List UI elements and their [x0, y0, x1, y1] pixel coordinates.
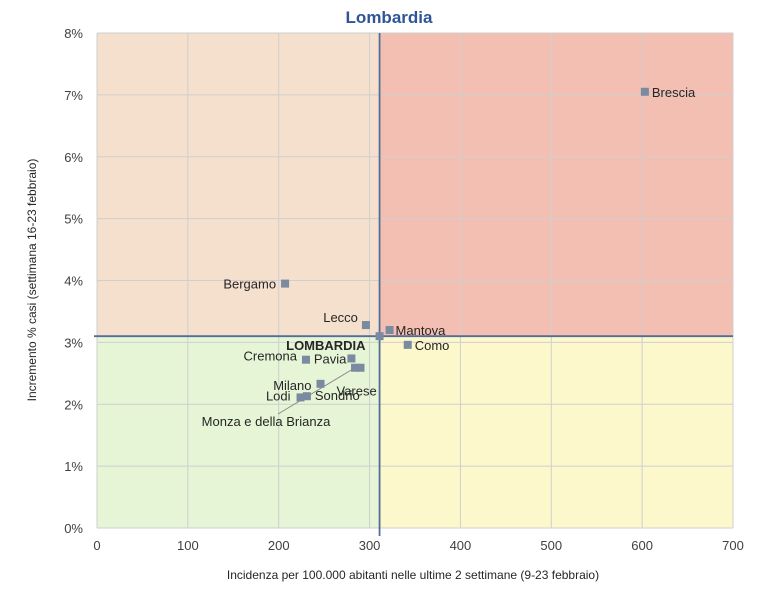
point-brescia — [640, 87, 649, 96]
x-tick-label: 600 — [631, 538, 653, 553]
reference-lines — [94, 33, 733, 536]
point-labels: Brescia Bergamo Lecco Mantova LOMBARDIA Como C… — [202, 85, 696, 429]
point-lombardia — [375, 332, 384, 341]
x-tick-labels: 0 100 200 300 400 500 600 700 — [93, 538, 743, 553]
point-label-como: Como — [415, 338, 450, 353]
point-label-lecco: Lecco — [323, 310, 358, 325]
quadrant-bottom-left — [97, 336, 380, 528]
y-tick-label: 7% — [64, 88, 83, 103]
point-label-lombardia: LOMBARDIA — [286, 338, 366, 353]
point-lodi — [296, 393, 305, 402]
point-mantova — [385, 326, 394, 334]
point-label-sondrio: Sondrio — [315, 388, 360, 403]
y-tick-label: 8% — [64, 26, 83, 41]
leader-monza-e-della-brianza — [277, 367, 356, 415]
x-tick-label: 0 — [93, 538, 100, 553]
x-tick-label: 300 — [359, 538, 381, 553]
quadrant-top-right — [379, 33, 733, 337]
point-label-mantova: Mantova — [396, 323, 447, 338]
y-tick-label: 6% — [64, 150, 83, 165]
point-varese — [356, 363, 365, 372]
grid-lines — [96, 32, 734, 529]
y-tick-label: 2% — [64, 397, 83, 412]
point-label-lodi: Lodi — [266, 388, 291, 403]
point-label-monza-e-della-brianza: Monza e della Brianza — [202, 414, 331, 429]
data-points — [281, 87, 649, 402]
point-sondrio — [302, 392, 311, 401]
x-tick-label: 500 — [540, 538, 562, 553]
point-milano — [316, 379, 325, 388]
point-label-pavia: Pavia — [314, 351, 347, 366]
x-tick-label: 100 — [177, 538, 199, 553]
x-tick-label: 700 — [722, 538, 744, 553]
point-pavia — [347, 354, 356, 363]
point-bergamo — [281, 279, 290, 288]
x-tick-label: 400 — [450, 538, 472, 553]
y-tick-label: 3% — [64, 335, 83, 350]
y-tick-label: 5% — [64, 212, 83, 227]
quadrant-top-left — [97, 33, 380, 337]
point-lecco — [361, 321, 370, 330]
point-label-cremona: Cremona — [244, 349, 298, 364]
point-cremona — [301, 355, 310, 364]
point-label-bergamo: Bergamo — [223, 277, 276, 292]
point-como — [403, 340, 412, 349]
x-axis-label: Incidenza per 100.000 abitanti nelle ult… — [227, 568, 599, 582]
chart-title: Lombardia — [346, 8, 433, 27]
y-axis-label: Incremento % casi (settimana 16-23 febbr… — [25, 159, 39, 402]
y-tick-labels: 0% 1% 2% 3% 4% 5% 6% 7% 8% — [64, 26, 83, 536]
point-monza-e-della-brianza — [351, 363, 360, 372]
leader-lines — [277, 367, 356, 415]
y-tick-label: 4% — [64, 274, 83, 289]
point-label-varese: Varese — [336, 384, 376, 399]
point-label-milano: Milano — [273, 378, 311, 393]
y-tick-label: 0% — [64, 521, 83, 536]
y-tick-label: 1% — [64, 459, 83, 474]
x-tick-label: 200 — [268, 538, 290, 553]
quadrant-backgrounds — [97, 33, 733, 528]
quadrant-bottom-right — [379, 336, 733, 528]
point-label-brescia: Brescia — [652, 85, 696, 100]
